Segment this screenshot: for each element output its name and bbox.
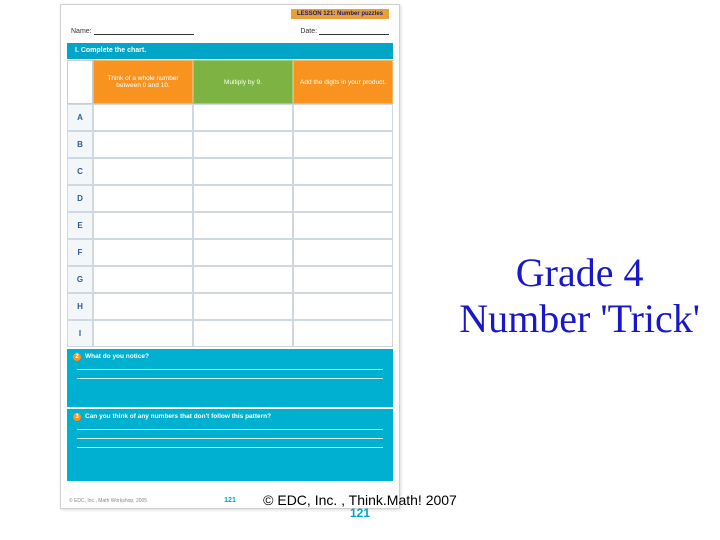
row-cell [293, 266, 393, 293]
answer-line [77, 438, 383, 439]
row-cell [293, 212, 393, 239]
row-label: C [67, 158, 93, 185]
chart-header-cell-1: Think of a whole number between 0 and 10… [93, 60, 193, 104]
chart-header-cell-2: Multiply by 9. [193, 60, 293, 104]
question-2-label: 3Can you think of any numbers that don't… [73, 413, 387, 421]
row-label: A [67, 104, 93, 131]
worksheet-footer-left: © EDC, Inc., Math Workshop, 2005 [69, 498, 147, 504]
row-cell [93, 131, 193, 158]
question-1-label: 2What do you notice? [73, 353, 387, 361]
table-row: B [67, 131, 393, 158]
row-cell [293, 131, 393, 158]
slide-title: Grade 4 Number 'Trick' [459, 250, 700, 342]
row-label: B [67, 131, 93, 158]
table-row: H [67, 293, 393, 320]
row-label: H [67, 293, 93, 320]
section-title-bar: I. Complete the chart. [67, 43, 393, 59]
bullet-icon: 2 [73, 353, 81, 361]
table-row: A [67, 104, 393, 131]
row-cell [93, 266, 193, 293]
row-cell [293, 185, 393, 212]
row-cell [93, 293, 193, 320]
row-cell [293, 320, 393, 347]
table-row: E [67, 212, 393, 239]
answer-line [77, 369, 383, 370]
lesson-badge: LESSON 121: Number puzzles [291, 9, 389, 19]
row-cell [293, 293, 393, 320]
name-label: Name: [71, 27, 194, 35]
chart-rows: ABCDEFGHI [67, 104, 393, 347]
row-cell [193, 239, 293, 266]
row-cell [93, 239, 193, 266]
row-cell [193, 158, 293, 185]
answer-line [77, 447, 383, 448]
row-cell [193, 185, 293, 212]
row-cell [193, 104, 293, 131]
footer-page-number: 121 [263, 506, 457, 520]
row-cell [93, 158, 193, 185]
row-cell [193, 131, 293, 158]
row-cell [93, 212, 193, 239]
name-date-row: Name: Date: [71, 27, 389, 35]
table-row: D [67, 185, 393, 212]
row-label: I [67, 320, 93, 347]
chart-header-cell-3: Add the digits in your product. [293, 60, 393, 104]
answer-line [77, 378, 383, 379]
row-label: G [67, 266, 93, 293]
answer-line [77, 429, 383, 430]
row-cell [193, 320, 293, 347]
row-cell [93, 185, 193, 212]
row-cell [193, 266, 293, 293]
date-label: Date: [300, 27, 389, 35]
chart-header-corner [67, 60, 93, 104]
table-row: C [67, 158, 393, 185]
row-label: D [67, 185, 93, 212]
row-cell [293, 104, 393, 131]
row-cell [293, 239, 393, 266]
chart-header: Think of a whole number between 0 and 10… [67, 60, 393, 104]
row-label: F [67, 239, 93, 266]
row-label: E [67, 212, 93, 239]
row-cell [293, 158, 393, 185]
title-line-2: Number 'Trick' [459, 296, 700, 341]
question-2: 3Can you think of any numbers that don't… [67, 409, 393, 481]
question-1: 2What do you notice? [67, 349, 393, 407]
row-cell [93, 320, 193, 347]
row-cell [193, 212, 293, 239]
title-line-1: Grade 4 [516, 250, 644, 295]
table-row: G [67, 266, 393, 293]
row-cell [193, 293, 293, 320]
table-row: F [67, 239, 393, 266]
slide-footer: © EDC, Inc. , Think.Math! 2007 121 [263, 492, 457, 520]
worksheet-image: LESSON 121: Number puzzles Name: Date: I… [60, 4, 400, 509]
row-cell [93, 104, 193, 131]
table-row: I [67, 320, 393, 347]
bullet-icon: 3 [73, 413, 81, 421]
worksheet-page-number: 121 [224, 497, 236, 504]
